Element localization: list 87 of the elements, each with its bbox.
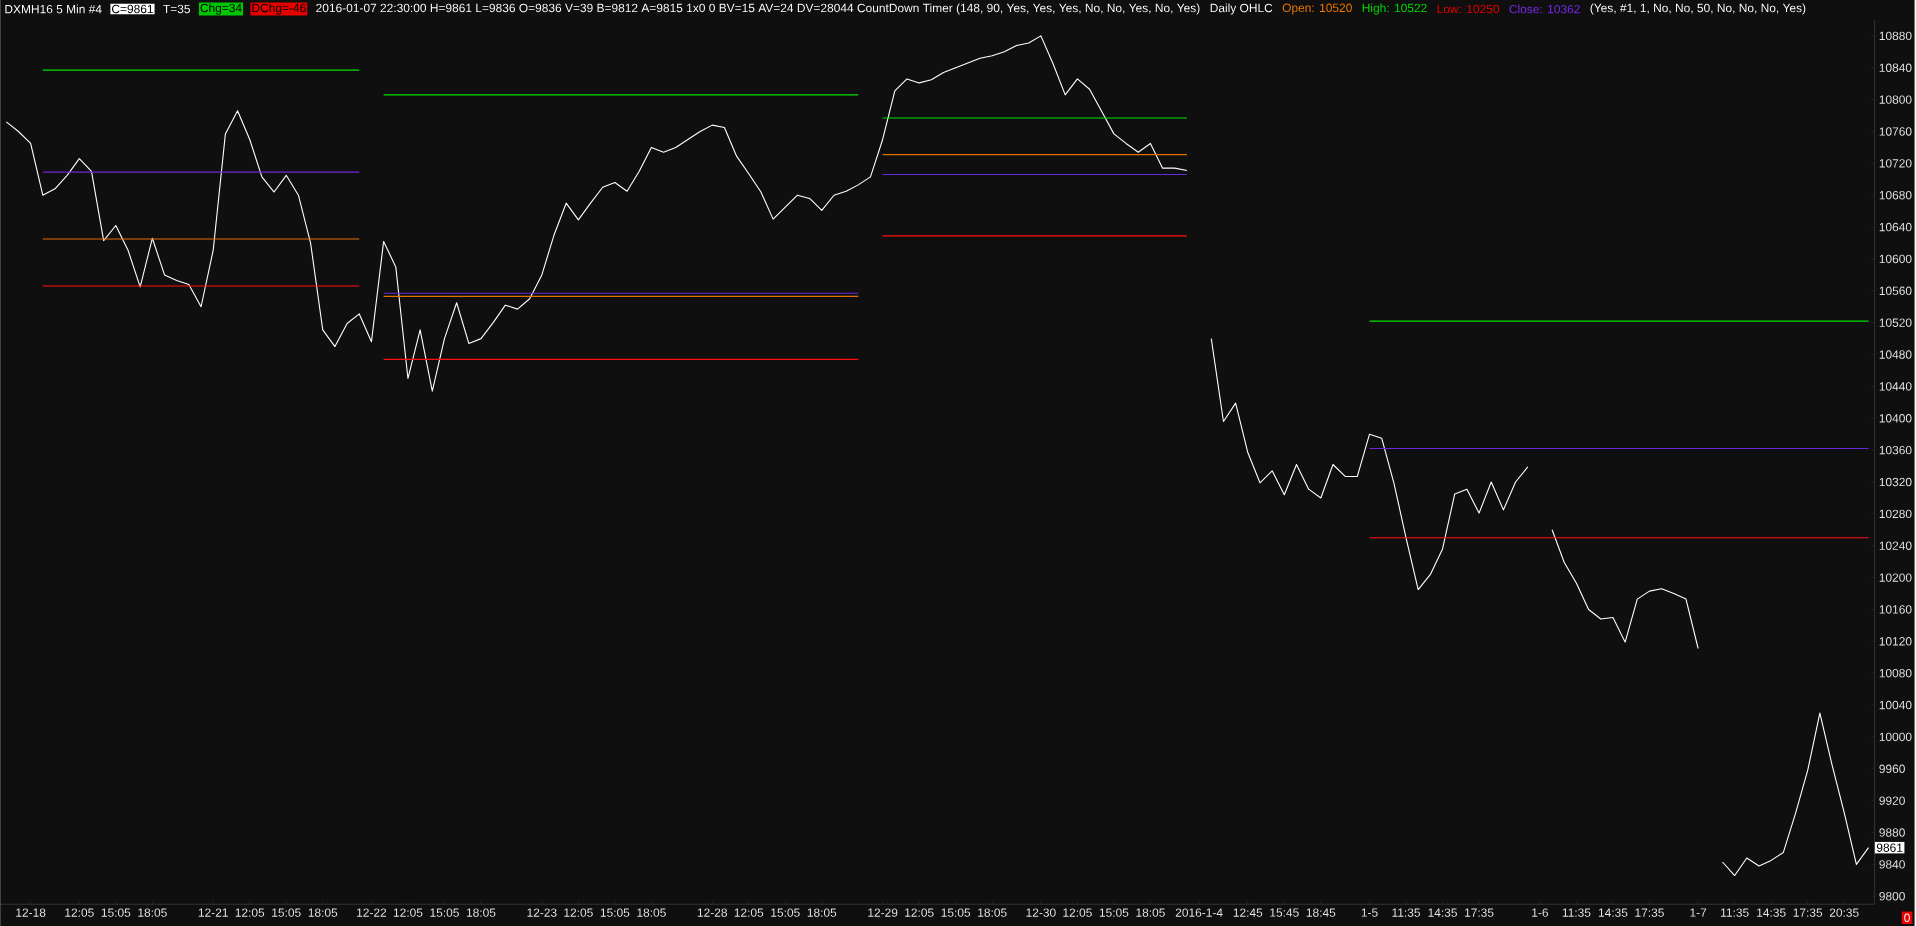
x-tick-label: 12:05	[564, 908, 593, 917]
text: Low: 10250	[1437, 4, 1500, 14]
x-tick-label: 1-6	[1532, 908, 1549, 917]
x-tick-label: 15:05	[771, 908, 800, 917]
text: (Yes, #1, 1, No, No, 50, No, No, No, Yes)	[1590, 3, 1806, 15]
chart-title: DXMH16 5 Min #4	[5, 4, 102, 14]
y-tick-label: 9840	[1879, 860, 1905, 869]
y-tick-label: 10120	[1879, 637, 1912, 646]
text: 0	[1904, 913, 1910, 922]
y-tick-label: 10560	[1879, 286, 1912, 295]
text: T=35	[163, 4, 190, 14]
y-tick-label: 10040	[1879, 700, 1912, 710]
x-tick-label: 12-22	[357, 908, 387, 917]
text: 2016-01-07 22:30:00 H=9861 L=9836 O=9836 V=39 B=9812 A=9815 1x0 0 BV=15 AV=24 DV=28044 CountDown Timer (148, 90, Yes, Yes, Yes, No, No, Yes, No, Yes)	[316, 3, 1200, 15]
y-tick-label: 10240	[1879, 541, 1912, 550]
y-tick-label: 10000	[1879, 732, 1912, 742]
x-tick-label: 15:05	[430, 908, 459, 917]
x-tick-label: 18:05	[637, 908, 666, 917]
x-tick-label: 18:05	[807, 908, 837, 917]
y-tick-label: 10400	[1879, 413, 1912, 423]
x-tick-label: 15:05	[1099, 908, 1129, 917]
text: Close: 10362	[1509, 4, 1580, 14]
x-tick-label: 14:35	[1428, 908, 1457, 917]
x-tick-label: 1-7	[1690, 908, 1707, 917]
x-tick-label: 12:05	[1063, 908, 1092, 917]
y-tick-label: 10200	[1879, 573, 1912, 582]
x-tick-label: 17:35	[1793, 908, 1823, 917]
x-tick-label: 14:35	[1598, 908, 1628, 917]
x-tick-label: 12-21	[198, 908, 228, 917]
x-tick-label: 12-29	[868, 908, 898, 917]
x-tick-label: 11:35	[1721, 908, 1749, 917]
y-tick-label: 10800	[1879, 95, 1912, 104]
x-tick-label: 12-23	[527, 908, 557, 917]
x-tick-label: 12-18	[16, 908, 46, 917]
x-tick-label: 20:35	[1829, 908, 1859, 917]
text: Daily OHLC	[1210, 3, 1273, 15]
x-tick-label: 18:05	[1136, 908, 1165, 917]
y-tick-label: 10760	[1879, 127, 1912, 136]
y-tick-label: 10360	[1879, 445, 1912, 455]
y-tick-label: 9880	[1879, 828, 1905, 837]
x-tick-label: 14:35	[1757, 908, 1786, 917]
annotation: 9861	[1876, 843, 1903, 852]
y-tick-label: 10600	[1879, 254, 1912, 264]
x-tick-label: 15:05	[272, 908, 301, 917]
y-tick-label: 10320	[1879, 477, 1912, 487]
x-tick-label: 12:05	[905, 908, 934, 917]
x-tick-label: 17:35	[1465, 908, 1494, 917]
y-tick-label: 10720	[1879, 159, 1912, 168]
x-tick-label: 18:05	[308, 908, 338, 917]
x-tick-label: 12:05	[393, 908, 423, 917]
y-tick-label: 10880	[1879, 31, 1912, 41]
x-tick-label: 18:05	[138, 908, 167, 917]
y-tick-label: 9920	[1879, 796, 1905, 805]
x-tick-label: 11:35	[1392, 908, 1421, 917]
x-tick-label: 12:05	[65, 908, 94, 917]
x-tick-label: 12:05	[235, 908, 265, 917]
x-tick-label: 15:45	[1270, 908, 1299, 917]
x-tick-label: 12:05	[734, 908, 764, 917]
y-tick-label: 10680	[1879, 190, 1912, 200]
x-tick-label: 2016-1-4	[1175, 908, 1223, 917]
x-tick-label: 15:05	[600, 908, 630, 917]
y-tick-label: 10840	[1879, 63, 1912, 72]
x-tick-label: 12:45	[1233, 908, 1263, 917]
text: Chg=34	[200, 3, 242, 15]
text: High: 10522	[1362, 3, 1427, 15]
x-tick-label: 18:05	[466, 908, 496, 917]
text: C=9861	[111, 4, 153, 14]
text: Open: 10520	[1282, 3, 1352, 15]
x-tick-label: 15:05	[101, 908, 131, 917]
x-tick-label: 17:35	[1635, 908, 1664, 917]
y-tick-label: 10280	[1879, 509, 1912, 518]
x-tick-label: 12-30	[1026, 908, 1056, 917]
x-tick-label: 18:45	[1306, 908, 1336, 917]
x-tick-label: 1-5	[1361, 908, 1378, 917]
y-tick-label: 9960	[1879, 764, 1905, 773]
y-tick-label: 10480	[1879, 350, 1912, 359]
x-tick-label: 11:35	[1562, 908, 1591, 917]
y-tick-label: 10160	[1879, 605, 1912, 614]
y-tick-label: 10640	[1879, 222, 1912, 232]
y-tick-label: 9800	[1879, 891, 1905, 901]
x-tick-label: 15:05	[941, 908, 971, 917]
text: DChg=-46	[252, 3, 306, 15]
y-tick-label: 10080	[1879, 668, 1912, 678]
y-tick-label: 10520	[1879, 318, 1912, 327]
x-tick-label: 12-28	[697, 908, 727, 917]
x-tick-label: 18:05	[978, 908, 1007, 917]
y-tick-label: 10440	[1879, 382, 1912, 391]
